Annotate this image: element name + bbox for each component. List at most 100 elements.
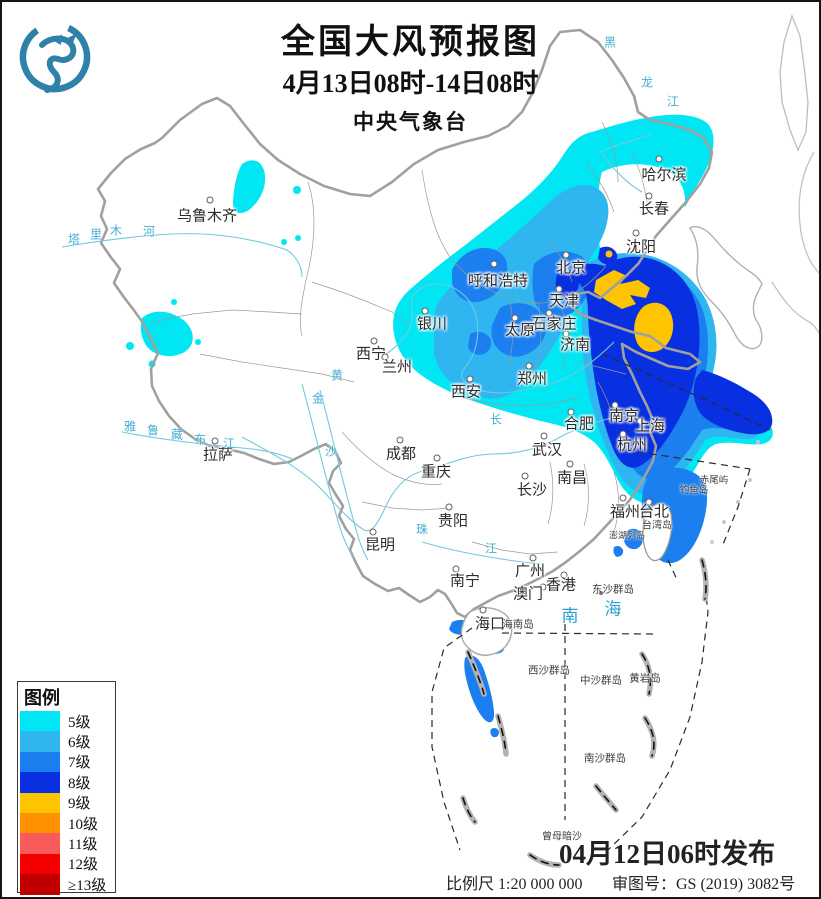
city-marker — [211, 437, 219, 445]
city-marker — [433, 454, 441, 462]
city-label: 重庆 — [420, 464, 452, 481]
city-label: 长沙 — [516, 482, 548, 499]
legend-swatch — [20, 874, 60, 895]
city-marker — [525, 362, 533, 370]
river-label: 塔 — [67, 232, 81, 247]
island-label: 海南岛 — [502, 619, 534, 631]
city-label: 天津 — [548, 293, 580, 310]
river-label: 江 — [222, 436, 236, 451]
city-marker — [490, 260, 498, 268]
city-marker — [562, 330, 570, 338]
island-label: 黄岩岛 — [629, 673, 661, 685]
legend-row: 10级 — [18, 812, 115, 834]
approval-number: 审图号：GS (2019) 3082号 — [612, 876, 796, 893]
city-marker — [540, 432, 548, 440]
river-label: 长 — [489, 412, 503, 427]
city-marker — [206, 196, 214, 204]
city-marker — [396, 436, 404, 444]
island-label: 西沙群岛 — [528, 665, 570, 677]
river-label: 里 — [89, 227, 103, 242]
korea-outline — [689, 225, 763, 350]
city-marker — [539, 583, 547, 591]
river-label: 江 — [484, 541, 498, 556]
city-marker — [567, 408, 575, 416]
legend-swatch — [20, 853, 60, 875]
legend-row: 8级 — [18, 772, 115, 793]
maritime-dashed-lines — [431, 353, 771, 851]
city-label: 台北 — [638, 504, 670, 521]
no-wind-hole — [597, 164, 686, 278]
city-label: 成都 — [385, 446, 417, 463]
sea-label: 海 — [604, 599, 624, 619]
river-label: 龙 — [640, 75, 654, 90]
city-marker — [511, 314, 519, 322]
legend-item-label: 11级 — [68, 837, 98, 854]
legend-swatch — [20, 731, 60, 752]
river-label: 黄 — [330, 368, 344, 383]
sakhalin-outline — [779, 14, 809, 152]
city-label: 杭州 — [616, 437, 648, 454]
city-label: 上海 — [634, 418, 666, 435]
city-label: 福州 — [609, 504, 641, 521]
legend-row: 12级 — [18, 853, 115, 875]
legend-row: 7级 — [18, 751, 115, 773]
island-label: 钓鱼岛 — [679, 486, 709, 496]
taiwan-outline — [642, 503, 673, 562]
city-label: 海口 — [474, 616, 506, 633]
legend-row: 9级 — [18, 792, 115, 813]
city-label: 贵阳 — [437, 513, 469, 530]
city-label: 武汉 — [531, 442, 563, 459]
city-marker — [560, 571, 568, 579]
river-label: 金 — [311, 391, 325, 406]
legend-item-label: 7级 — [68, 755, 91, 772]
river-label: 河 — [142, 224, 156, 239]
city-marker — [555, 285, 563, 293]
island-label: 赤尾屿 — [699, 476, 729, 486]
city-label: 太原 — [504, 322, 536, 339]
city-marker — [566, 460, 574, 468]
city-label: 沈阳 — [625, 239, 657, 256]
legend-item-label: 9级 — [68, 796, 91, 813]
legend-swatch — [20, 792, 60, 813]
sea-label: 南 — [561, 606, 581, 626]
legend-title: 图例 — [24, 688, 60, 708]
city-marker — [381, 353, 389, 361]
hainan-outline — [460, 607, 513, 656]
map-scale: 比例尺 1:20 000 000 — [446, 876, 583, 893]
city-label: 拉萨 — [202, 447, 234, 464]
city-label: 兰州 — [381, 359, 413, 376]
nine-dash-line — [460, 557, 709, 868]
city-marker — [369, 528, 377, 536]
river-label: 藏 — [170, 427, 184, 442]
city-marker — [619, 430, 627, 438]
city-label: 呼和浩特 — [467, 273, 529, 290]
city-marker — [445, 503, 453, 511]
city-marker — [545, 309, 553, 317]
river-label: 木 — [109, 223, 123, 238]
legend-item-label: 10级 — [68, 816, 99, 833]
city-label: 南京 — [608, 408, 640, 425]
page-title: 全国大风预报图 — [281, 24, 540, 61]
dongsha-dot — [599, 591, 603, 595]
legend-swatch — [20, 751, 60, 773]
legend: 图例 5级 6级 7级 8级 9级 10级 11级 12级 ≥13级 — [17, 681, 116, 895]
ryukyu-islands — [710, 440, 760, 544]
legend-row: 5级 — [18, 711, 115, 732]
city-label: 西安 — [450, 384, 482, 401]
city-marker — [611, 401, 619, 409]
city-label: 长春 — [638, 201, 670, 218]
city-label: 哈尔滨 — [641, 167, 687, 184]
city-marker — [466, 375, 474, 383]
legend-item-label: ≥13级 — [68, 877, 107, 894]
city-label: 北京 — [555, 260, 587, 277]
legend-swatch — [20, 833, 60, 854]
river-label: 黑 — [603, 35, 617, 50]
city-label: 乌鲁木齐 — [176, 208, 238, 225]
city-marker — [562, 251, 570, 259]
agency-name: 中央气象台 — [353, 110, 468, 134]
legend-row: 6级 — [18, 731, 115, 752]
legend-item-label: 12级 — [68, 857, 99, 874]
province-borders — [151, 121, 649, 555]
legend-swatch — [20, 711, 60, 732]
